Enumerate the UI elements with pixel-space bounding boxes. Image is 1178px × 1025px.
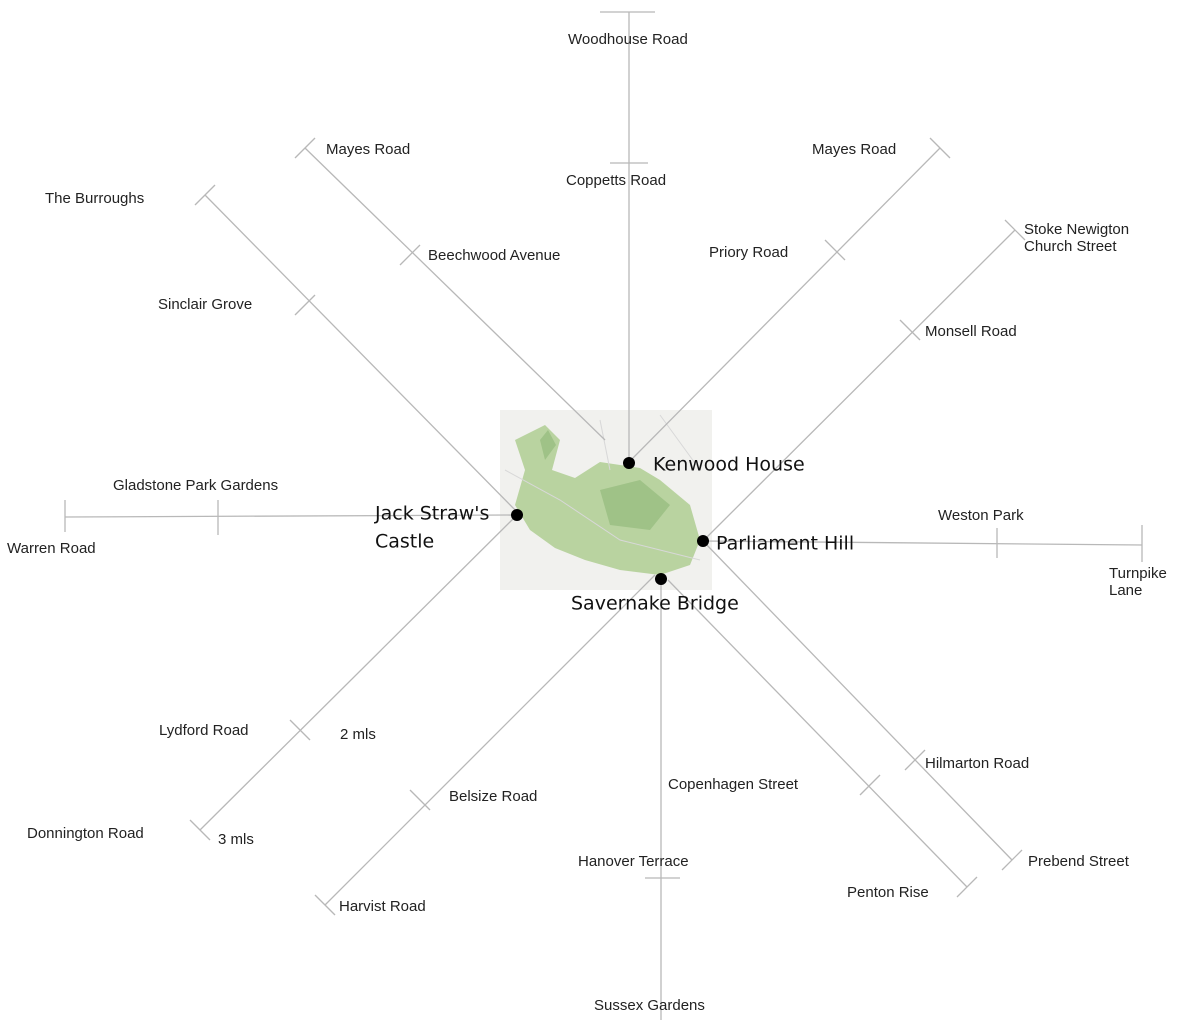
landmark-label: Kenwood House [653, 454, 805, 476]
road-label: Monsell Road [925, 323, 1017, 340]
landmark-dot [623, 457, 635, 469]
road-label: Mayes Road [326, 141, 410, 158]
road-label: Coppetts Road [566, 172, 666, 189]
road-label: Woodhouse Road [568, 31, 688, 48]
road-label: Stoke Newigton [1024, 221, 1129, 238]
road-label: Mayes Road [812, 141, 896, 158]
road-label: Turnpike [1109, 565, 1167, 582]
road-label: Lane [1109, 582, 1142, 599]
road-label: Priory Road [709, 244, 788, 261]
road-label: Gladstone Park Gardens [113, 477, 278, 494]
road-label: Harvist Road [339, 898, 426, 915]
road-label: Warren Road [7, 540, 96, 557]
road-label: Belsize Road [449, 788, 537, 805]
road-label: Penton Rise [847, 884, 929, 901]
heath-map [500, 410, 712, 590]
landmark-label: Castle [375, 531, 434, 553]
road-label: Donnington Road [27, 825, 144, 842]
landmark-label: Parliament Hill [716, 533, 854, 555]
tick [410, 790, 430, 810]
landmark-label: Jack Straw's [374, 503, 489, 525]
route [200, 515, 517, 830]
road-label: Hilmarton Road [925, 755, 1029, 772]
road-label: Beechwood Avenue [428, 247, 560, 264]
road-label: Copenhagen Street [668, 776, 799, 793]
road-label: The Burroughs [45, 190, 144, 207]
landmark-label: Savernake Bridge [571, 593, 739, 615]
road-label: Prebend Street [1028, 853, 1130, 870]
distance-labels: 2 mls 3 mls [218, 726, 376, 848]
tick [825, 240, 845, 260]
landmark-dot [511, 509, 523, 521]
route [703, 230, 1015, 541]
road-label: Sussex Gardens [594, 997, 705, 1014]
road-label: Lydford Road [159, 722, 249, 739]
route-map: Kenwood House Jack Straw's Castle Parlia… [0, 0, 1178, 1025]
landmark-dot [655, 573, 667, 585]
tick [860, 775, 880, 795]
tick [295, 295, 315, 315]
distance-label: 2 mls [340, 726, 376, 743]
road-label: Church Street [1024, 238, 1117, 255]
route [668, 580, 967, 887]
distance-label: 3 mls [218, 831, 254, 848]
route [205, 195, 520, 515]
road-label: Weston Park [938, 507, 1024, 524]
landmark-dot [697, 535, 709, 547]
tick [400, 245, 420, 265]
route [305, 148, 605, 440]
road-label: Sinclair Grove [158, 296, 252, 313]
route [629, 148, 940, 462]
road-label: Hanover Terrace [578, 853, 689, 870]
route [703, 541, 1012, 860]
tick [900, 320, 920, 340]
